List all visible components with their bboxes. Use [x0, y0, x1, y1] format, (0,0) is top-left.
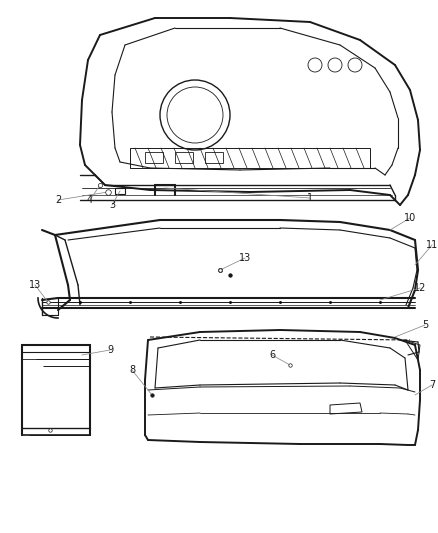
Text: 3: 3 [109, 200, 115, 210]
Text: 1: 1 [307, 193, 313, 203]
Text: 2: 2 [55, 195, 61, 205]
Text: 9: 9 [107, 345, 113, 355]
Text: 4: 4 [87, 195, 93, 205]
Text: 13: 13 [29, 280, 41, 290]
Text: 12: 12 [414, 283, 426, 293]
Text: 6: 6 [269, 350, 275, 360]
Text: 5: 5 [422, 320, 428, 330]
Text: 7: 7 [429, 380, 435, 390]
Text: 13: 13 [239, 253, 251, 263]
Text: 8: 8 [129, 365, 135, 375]
Text: 11: 11 [426, 240, 438, 250]
Text: 10: 10 [404, 213, 416, 223]
